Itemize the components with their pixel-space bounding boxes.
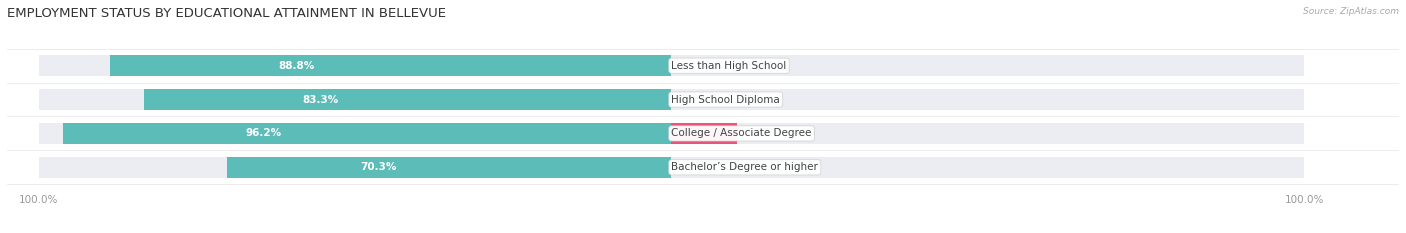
Bar xyxy=(671,157,1305,178)
Bar xyxy=(671,123,1305,144)
Bar xyxy=(38,123,671,144)
Text: 70.3%: 70.3% xyxy=(360,162,396,172)
Text: College / Associate Degree: College / Associate Degree xyxy=(671,128,811,138)
Text: Source: ZipAtlas.com: Source: ZipAtlas.com xyxy=(1303,7,1399,16)
Text: 0.0%: 0.0% xyxy=(681,61,707,71)
Bar xyxy=(110,55,671,76)
Bar xyxy=(671,55,1305,76)
Text: 83.3%: 83.3% xyxy=(302,95,339,105)
Bar xyxy=(63,123,671,144)
Bar xyxy=(226,157,671,178)
Bar xyxy=(38,55,671,76)
Text: Bachelor’s Degree or higher: Bachelor’s Degree or higher xyxy=(671,162,818,172)
Bar xyxy=(145,89,671,110)
Text: EMPLOYMENT STATUS BY EDUCATIONAL ATTAINMENT IN BELLEVUE: EMPLOYMENT STATUS BY EDUCATIONAL ATTAINM… xyxy=(7,7,446,20)
Text: Less than High School: Less than High School xyxy=(671,61,786,71)
Text: 10.3%: 10.3% xyxy=(747,128,779,138)
Bar xyxy=(671,123,737,144)
Text: 88.8%: 88.8% xyxy=(278,61,315,71)
Text: 0.0%: 0.0% xyxy=(681,162,707,172)
Text: 0.0%: 0.0% xyxy=(681,95,707,105)
Text: High School Diploma: High School Diploma xyxy=(671,95,780,105)
Bar xyxy=(38,157,671,178)
Text: 96.2%: 96.2% xyxy=(245,128,281,138)
Bar xyxy=(671,89,1305,110)
Bar xyxy=(38,89,671,110)
